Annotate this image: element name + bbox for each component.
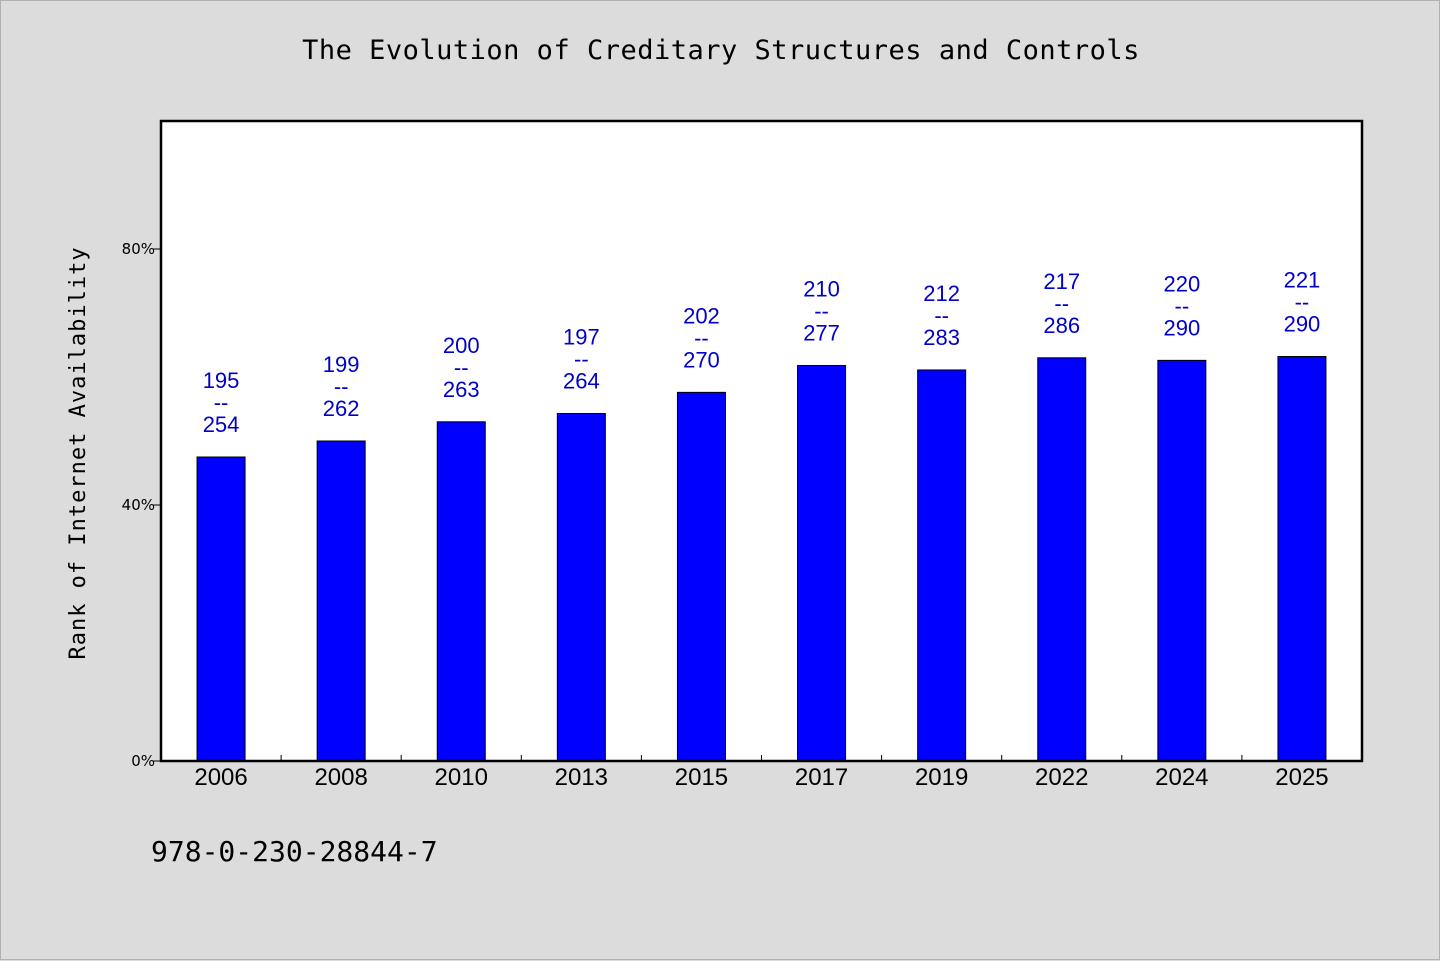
bar-label-top: 199	[323, 352, 360, 377]
bar-label-bottom: 277	[803, 320, 840, 345]
x-tick-label: 2025	[1275, 764, 1328, 791]
bar-label-bottom: 283	[923, 325, 960, 350]
bar-2015	[676, 391, 726, 762]
bar-label-mid: --	[1054, 291, 1069, 316]
y-tick-label: 40%	[122, 496, 155, 514]
bar-label-bottom: 263	[443, 377, 480, 402]
bar-label-top: 197	[563, 324, 600, 349]
bar-2008	[316, 440, 366, 762]
bar-label-mid: --	[454, 355, 469, 380]
bar-label-bottom: 290	[1284, 312, 1321, 337]
plot-frame	[159, 119, 1364, 763]
bar-2006	[196, 456, 246, 762]
bar-label-top: 212	[923, 281, 960, 306]
bar-label-mid: --	[214, 390, 229, 415]
bar-label-top: 217	[1043, 269, 1080, 294]
y-axis-title: Rank of Internet Availability	[66, 246, 91, 659]
bar-label-top: 210	[803, 276, 840, 301]
bar-label-mid: --	[574, 346, 589, 371]
x-tick-label: 2022	[1035, 764, 1088, 791]
bar-label-top: 221	[1284, 268, 1321, 293]
chart-title: The Evolution of Creditary Structures an…	[302, 35, 1140, 66]
x-tick-label: 2015	[675, 764, 728, 791]
bar-label-mid: --	[1175, 293, 1190, 318]
bar-label-top: 195	[203, 368, 240, 393]
bar-label-mid: --	[694, 325, 709, 350]
bar-label-bottom: 254	[203, 412, 240, 437]
bar-label-bottom: 270	[683, 347, 720, 372]
x-tick-label: 2008	[314, 764, 367, 791]
bar-label-top: 200	[443, 333, 480, 358]
x-tick-label: 2024	[1155, 764, 1208, 791]
bar-label-bottom: 264	[563, 368, 600, 393]
bar-label-bottom: 286	[1043, 313, 1080, 338]
footer-code: 978-0-230-28844-7	[151, 835, 438, 868]
bar-label-mid: --	[1295, 290, 1310, 315]
bar-2017	[797, 364, 847, 762]
bar-label-bottom: 262	[323, 396, 360, 421]
y-tick-label: 80%	[122, 240, 155, 258]
bar-label-top: 202	[683, 303, 720, 328]
bar-2019	[917, 369, 967, 762]
bar-2024	[1157, 359, 1207, 762]
bar-2013	[556, 412, 606, 762]
bar-2025	[1277, 356, 1327, 762]
bar-2010	[436, 421, 486, 762]
bar-label-mid: --	[934, 303, 949, 328]
bar-label-top: 220	[1163, 271, 1200, 296]
bar-2022	[1037, 357, 1087, 762]
x-tick-label: 2013	[555, 764, 608, 791]
x-tick-label: 2010	[435, 764, 488, 791]
bar-label-bottom: 290	[1163, 315, 1200, 340]
x-tick-label: 2019	[915, 764, 968, 791]
x-tick-label: 2006	[194, 764, 247, 791]
x-tick-label: 2017	[795, 764, 848, 791]
bar-label-mid: --	[334, 374, 349, 399]
bar-label-mid: --	[814, 298, 829, 323]
y-tick-label: 0%	[131, 752, 155, 770]
